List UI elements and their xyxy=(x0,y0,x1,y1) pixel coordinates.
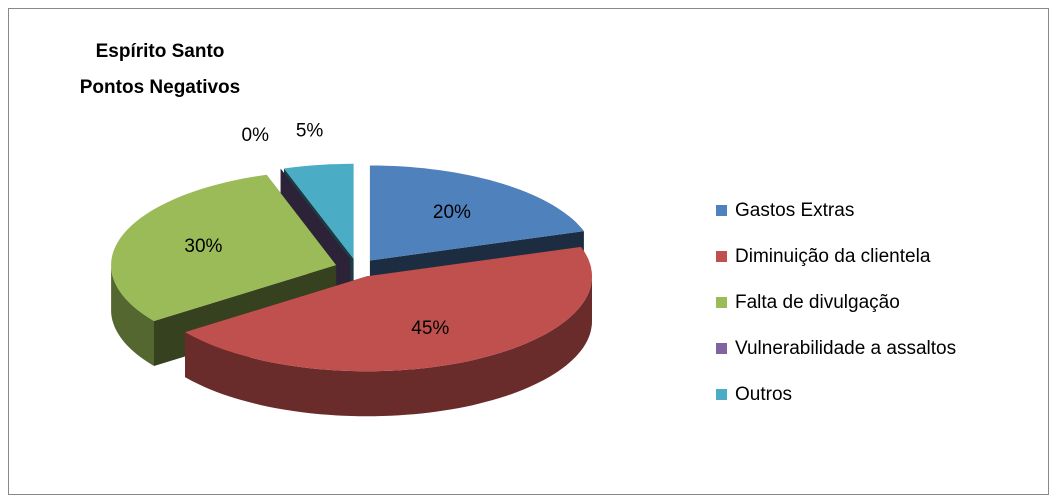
slice-top xyxy=(369,165,584,261)
data-label: 30% xyxy=(184,236,222,257)
legend-label: Gastos Extras xyxy=(735,200,854,221)
data-label: 45% xyxy=(411,318,449,339)
slice-top xyxy=(111,174,337,321)
legend-swatch xyxy=(716,389,727,400)
legend-label: Outros xyxy=(735,384,792,405)
legend-swatch xyxy=(716,343,727,354)
legend-swatch xyxy=(716,251,727,262)
data-label: 20% xyxy=(433,202,471,223)
slice-top xyxy=(284,163,354,259)
pie-slice xyxy=(185,246,592,417)
slice-top xyxy=(185,246,592,372)
legend-label: Diminuição da clientela xyxy=(735,246,931,267)
data-label: 5% xyxy=(296,121,324,142)
legend-label: Falta de divulgação xyxy=(735,292,900,313)
chart-title: Pontos Negativos xyxy=(80,77,240,98)
legend-label: Vulnerabilidade a assaltos xyxy=(735,338,956,359)
legend-swatch xyxy=(716,205,727,216)
slice-wall xyxy=(111,265,154,366)
slice-wall xyxy=(185,276,592,417)
chart-title: Espírito Santo xyxy=(96,41,225,62)
data-label: 0% xyxy=(242,125,270,146)
legend-swatch xyxy=(716,297,727,308)
